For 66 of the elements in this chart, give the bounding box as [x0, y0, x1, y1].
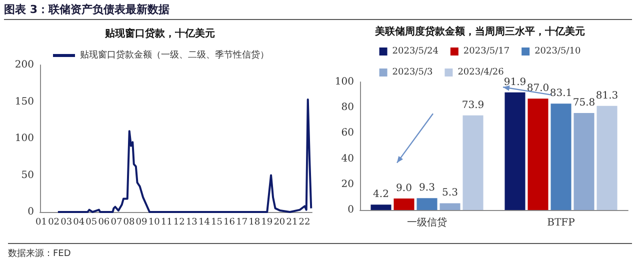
text: 图表 3：联储资产负债表最新数据 — [4, 2, 632, 20]
y-tick-label: 60 — [341, 128, 354, 139]
y-tick-label: 0 — [28, 206, 34, 218]
data-label: 5.3 — [442, 188, 458, 199]
legend-label: 2023/4/26 — [458, 68, 504, 78]
bar — [596, 106, 618, 210]
y-tick-label: 20 — [341, 178, 354, 190]
x-tick-label: 01 — [36, 218, 47, 228]
x-tick-label: 19 — [261, 218, 273, 228]
bar — [504, 92, 526, 210]
x-tick-label: 06 — [98, 218, 110, 228]
data-label: 73.9 — [462, 100, 484, 111]
data-label: 83.1 — [550, 88, 572, 100]
y-tick-label: 100 — [334, 76, 354, 88]
data-label: 9.0 — [396, 182, 412, 194]
x-tick-label: 07 — [110, 218, 122, 228]
y-tick-label: 80 — [341, 102, 354, 114]
y-tick-label: 200 — [14, 60, 34, 70]
chart-title: 美联储周度贷款金额，当周周三水平，十亿美元 — [374, 26, 585, 38]
y-tick-label: 100 — [14, 133, 34, 144]
legend-label: 贴现窗口贷款金额（一级、二级、季节性信贷） — [80, 50, 269, 60]
bar — [550, 104, 572, 210]
x-tick-label: 20 — [274, 218, 286, 228]
legend-label: 2023/5/24 — [392, 46, 439, 56]
x-tick-label: 16 — [224, 218, 236, 228]
line-series — [56, 98, 312, 213]
source-note: 数据来源：FED — [8, 243, 632, 260]
y-tick-label: 50 — [21, 170, 34, 181]
x-tick-label: 18 — [248, 218, 260, 228]
legend-label: 2023/5/10 — [534, 46, 581, 56]
bar — [394, 198, 414, 210]
bar — [416, 198, 438, 210]
y-tick-label: 150 — [14, 96, 34, 108]
x-tick-label: 13 — [186, 218, 198, 228]
bar — [370, 204, 392, 210]
data-label: 87.0 — [526, 83, 550, 94]
x-tick-label: 14 — [198, 218, 210, 228]
data-label: 9.3 — [419, 182, 435, 194]
chart-title: 贴现窗口贷款，十亿美元 — [104, 28, 215, 40]
y-tick-label: 0 — [348, 204, 354, 216]
x-tick-label: 09 — [136, 218, 148, 228]
x-tick-label: 15 — [211, 218, 223, 228]
x-tick-label: 04 — [73, 218, 85, 228]
data-label: 75.8 — [572, 97, 596, 108]
x-tick-label: 11 — [160, 218, 172, 228]
x-tick-label: 03 — [60, 218, 72, 228]
x-tick-label: 10 — [148, 218, 160, 228]
data-label: 91.9 — [504, 76, 526, 88]
y-tick-label: 40 — [341, 153, 354, 164]
bar — [528, 98, 548, 210]
bar — [574, 112, 594, 210]
data-label: 4.2 — [373, 189, 389, 200]
x-tick-label: 12 — [173, 218, 185, 228]
x-tick-label: 17 — [236, 218, 248, 228]
bar — [440, 203, 460, 210]
x-tick-label: 21 — [286, 218, 298, 228]
legend-label: 2023/5/3 — [392, 68, 433, 78]
data-label: 81.3 — [596, 90, 618, 102]
x-tick-label: 08 — [123, 218, 135, 228]
legend-label: 2023/5/17 — [463, 46, 510, 56]
x-tick-label: 一级信贷 — [407, 216, 447, 228]
x-tick-label: 05 — [86, 218, 98, 228]
x-tick-label: BTFP — [547, 218, 576, 228]
bar — [462, 115, 484, 210]
x-tick-label: 02 — [48, 218, 60, 228]
x-tick-label: 22 — [298, 218, 310, 228]
